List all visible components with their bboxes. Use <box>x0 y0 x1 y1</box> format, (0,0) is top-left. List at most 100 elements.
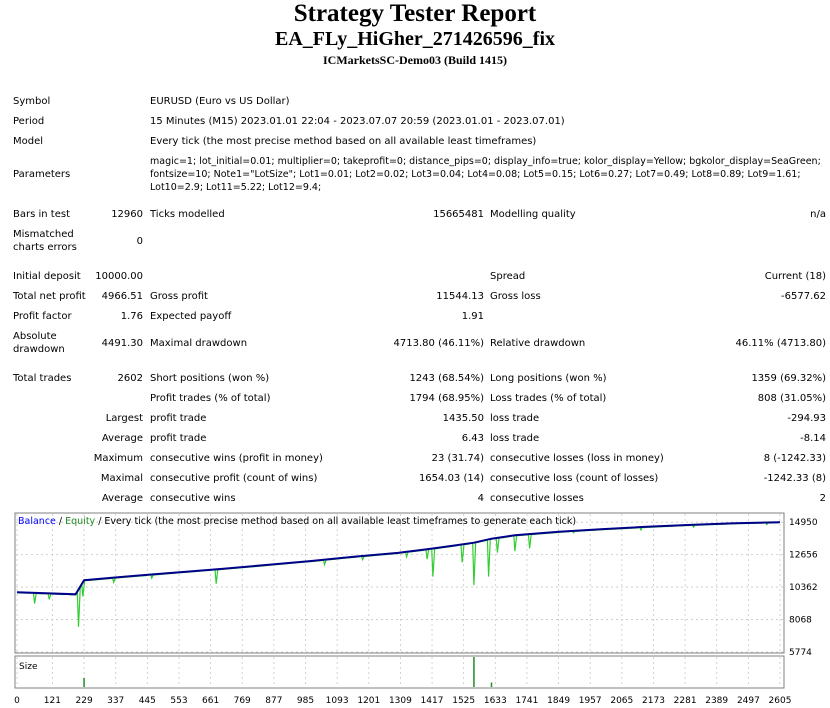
max-cons-losses-value: 8 (-1242.33) <box>763 453 826 464</box>
max-cons-wins-value: 23 (31.74) <box>431 453 484 464</box>
maximal-label: Maximal <box>100 473 143 484</box>
absolute-drawdown-label: Absolute drawdown <box>13 331 65 355</box>
balance-equity-chart: 14950 12656 10362 8068 5774 0 121 229 337 445 553… <box>14 512 818 706</box>
maximal-drawdown-value: 4713.80 (46.11%) <box>393 338 484 349</box>
initial-deposit-value: 10000.00 <box>95 271 143 282</box>
legend-separator: / <box>56 516 65 527</box>
largest-profit-value: 1435.50 <box>442 413 484 424</box>
server-build: ICMarketsSC-Demo03 (Build 1415) <box>323 53 507 67</box>
x-tick-label: 2281 <box>674 696 697 706</box>
initial-deposit-label: Initial deposit <box>13 271 81 282</box>
x-tick-label: 661 <box>202 696 219 706</box>
long-positions-label: Long positions (won %) <box>490 373 607 384</box>
largest-profit-label: profit trade <box>150 413 207 424</box>
x-tick-label: 229 <box>76 696 93 706</box>
absolute-drawdown-value: 4491.30 <box>101 338 143 349</box>
ticks-label: Ticks modelled <box>150 209 225 220</box>
relative-drawdown-label: Relative drawdown <box>490 338 586 349</box>
mismatched-value: 0 <box>136 236 143 247</box>
largest-loss-label: loss trade <box>490 413 540 424</box>
parameters-label: Parameters <box>13 169 71 180</box>
avg-cons-losses-value: 2 <box>819 493 826 504</box>
avg-cons-wins-label: consecutive wins <box>150 493 236 504</box>
x-tick-label: 2389 <box>705 696 728 706</box>
x-tick-label: 0 <box>14 696 20 706</box>
y-tick-label: 8068 <box>789 616 812 626</box>
largest-label: Largest <box>105 413 143 424</box>
x-tick-label: 445 <box>139 696 156 706</box>
x-tick-label: 1201 <box>357 696 380 706</box>
period-value: 15 Minutes (M15) 2023.01.01 22:04 - 2023… <box>150 116 565 127</box>
average-profit-value: 6.43 <box>461 433 484 444</box>
total-net-profit-value: 4966.51 <box>101 291 143 302</box>
total-trades-label: Total trades <box>13 373 72 384</box>
ea-name: EA_FLy_HiGher_271426596_fix <box>275 28 555 50</box>
model-value: Every tick (the most precise method base… <box>150 136 537 147</box>
size-bars <box>83 657 493 687</box>
x-tick-label: 2065 <box>610 696 633 706</box>
expected-payoff-label: Expected payoff <box>150 311 232 322</box>
quality-value: n/a <box>810 209 826 220</box>
symbol-label: Symbol <box>13 96 51 107</box>
x-tick-label: 1309 <box>389 696 412 706</box>
ticks-value: 15665481 <box>433 209 484 220</box>
loss-trades-value: 808 (31.05%) <box>757 393 826 404</box>
maximal-cons-profit-value: 1654.03 (14) <box>418 473 484 484</box>
profit-trades-label: Profit trades (% of total) <box>150 393 271 404</box>
average2-label: Average <box>101 493 143 504</box>
quality-label: Modelling quality <box>490 209 576 220</box>
long-positions-value: 1359 (69.32%) <box>751 373 826 384</box>
total-net-profit-label: Total net profit <box>13 291 86 302</box>
profit-factor-label: Profit factor <box>13 311 72 322</box>
maximal-cons-loss-value: -1242.33 (8) <box>763 473 826 484</box>
y-tick-label: 12656 <box>789 551 818 561</box>
total-trades-value: 2602 <box>117 373 143 384</box>
average-profit-label: profit trade <box>150 433 207 444</box>
x-tick-label: 1525 <box>452 696 475 706</box>
short-positions-value: 1243 (68.54%) <box>409 373 484 384</box>
maximum-label: Maximum <box>93 453 143 464</box>
x-tick-label: 1849 <box>547 696 570 706</box>
maximal-drawdown-label: Maximal drawdown <box>150 338 248 349</box>
maximal-cons-profit-label: consecutive profit (count of wins) <box>150 473 318 484</box>
gross-profit-value: 11544.13 <box>436 291 484 302</box>
gross-loss-value: -6577.62 <box>781 291 826 302</box>
legend-description: / Every tick (the most precise method ba… <box>95 516 576 527</box>
avg-cons-wins-value: 4 <box>477 493 484 504</box>
expected-payoff-value: 1.91 <box>461 311 484 322</box>
gross-loss-label: Gross loss <box>490 291 541 302</box>
x-axis-ticks: 0 121 229 337 445 553 661 769 877 985 1093 1201 1309… <box>14 696 791 706</box>
x-tick-label: 985 <box>297 696 314 706</box>
max-cons-wins-label: consecutive wins (profit in money) <box>150 453 323 464</box>
y-tick-label: 10362 <box>789 583 818 593</box>
bars-label: Bars in test <box>13 209 70 220</box>
profit-factor-value: 1.76 <box>120 311 143 322</box>
maximal-cons-loss-label: consecutive loss (count of losses) <box>490 473 659 484</box>
x-tick-label: 1957 <box>579 696 602 706</box>
short-positions-label: Short positions (won %) <box>150 373 270 384</box>
x-tick-label: 769 <box>234 696 251 706</box>
chart-legend: Balance / Equity / Every tick (the most … <box>18 516 576 527</box>
spread-value: Current (18) <box>764 271 826 282</box>
x-tick-label: 2605 <box>769 696 792 706</box>
average-loss-label: loss trade <box>490 433 540 444</box>
average-loss-value: -8.14 <box>800 433 826 444</box>
mismatched-label: Mismatched charts errors <box>13 229 77 253</box>
balance-line <box>16 521 781 596</box>
y-axis-ticks: 14950 12656 10362 8068 5774 <box>789 518 818 658</box>
x-tick-label: 553 <box>170 696 187 706</box>
x-tick-label: 337 <box>107 696 124 706</box>
avg-cons-losses-label: consecutive losses <box>490 493 584 504</box>
y-tick-label: 5774 <box>789 648 812 658</box>
model-label: Model <box>13 136 44 147</box>
profit-trades-value: 1794 (68.95%) <box>409 393 484 404</box>
legend-equity: Equity <box>65 516 95 527</box>
x-tick-label: 1741 <box>515 696 538 706</box>
max-cons-losses-label: consecutive losses (loss in money) <box>490 453 664 464</box>
size-plot-area <box>14 655 785 689</box>
x-tick-label: 1093 <box>326 696 349 706</box>
x-tick-label: 1417 <box>421 696 444 706</box>
relative-drawdown-value: 46.11% (4713.80) <box>735 338 826 349</box>
parameters-value: magic=1; lot_initial=0.01; multiplier=0;… <box>150 156 821 193</box>
loss-trades-label: Loss trades (% of total) <box>490 393 607 404</box>
